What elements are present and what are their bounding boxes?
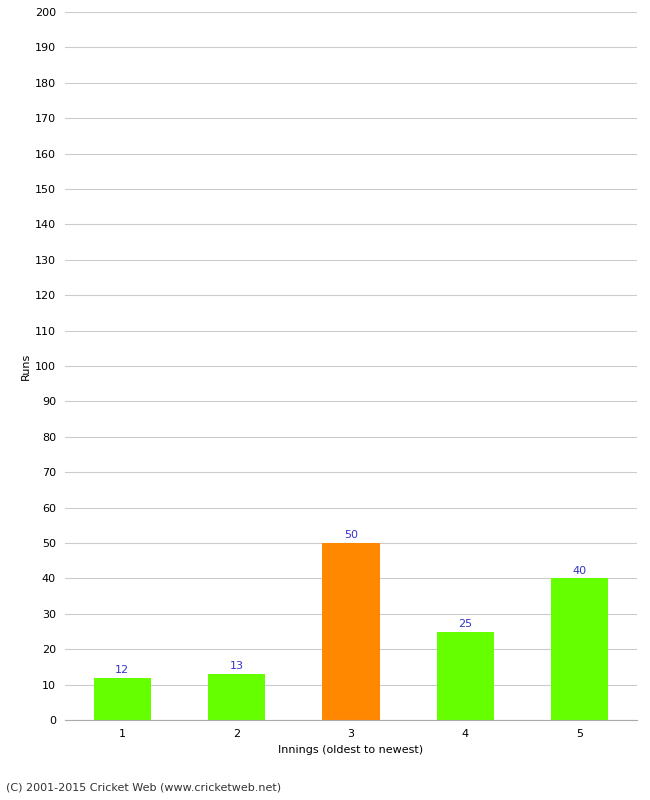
Bar (551, 578, 608, 720)
Text: 12: 12 (115, 665, 129, 674)
Text: 40: 40 (573, 566, 587, 575)
X-axis label: Innings (oldest to newest): Innings (oldest to newest) (278, 745, 424, 754)
Text: (C) 2001-2015 Cricket Web (www.cricketweb.net): (C) 2001-2015 Cricket Web (www.cricketwe… (6, 782, 281, 792)
Text: 50: 50 (344, 530, 358, 540)
Text: 13: 13 (229, 661, 244, 671)
Bar (322, 543, 380, 720)
Bar (437, 631, 494, 720)
Bar (94, 678, 151, 720)
Y-axis label: Runs: Runs (21, 352, 31, 380)
Text: 25: 25 (458, 618, 473, 629)
Bar (208, 674, 265, 720)
